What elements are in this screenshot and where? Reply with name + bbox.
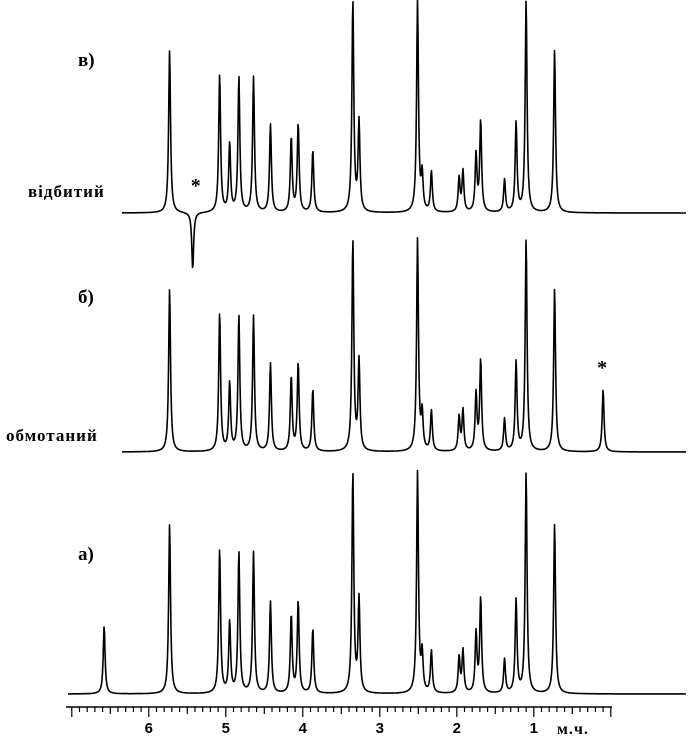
spectrum-trace-3	[67, 469, 687, 695]
x-tick-label: 2	[453, 720, 461, 737]
panel-label: в)	[78, 50, 95, 71]
x-tick-label: 5	[222, 720, 230, 737]
panel-label: б)	[78, 287, 94, 308]
x-tick-label: 4	[299, 720, 308, 737]
spectrum-trace-2	[121, 237, 687, 453]
trace-label: обмотаний	[6, 426, 98, 445]
x-tick-label: 6	[145, 720, 153, 737]
impurity-star-marker: *	[597, 357, 607, 379]
panel-label: а)	[78, 544, 94, 565]
spectrum-trace-1	[121, 0, 687, 269]
impurity-star-marker: *	[191, 175, 201, 197]
x-tick-label: 3	[376, 720, 384, 737]
x-tick-label: 1	[530, 720, 538, 737]
x-axis-unit-label: м.ч.	[557, 721, 589, 738]
trace-label: відбитий	[28, 182, 105, 201]
